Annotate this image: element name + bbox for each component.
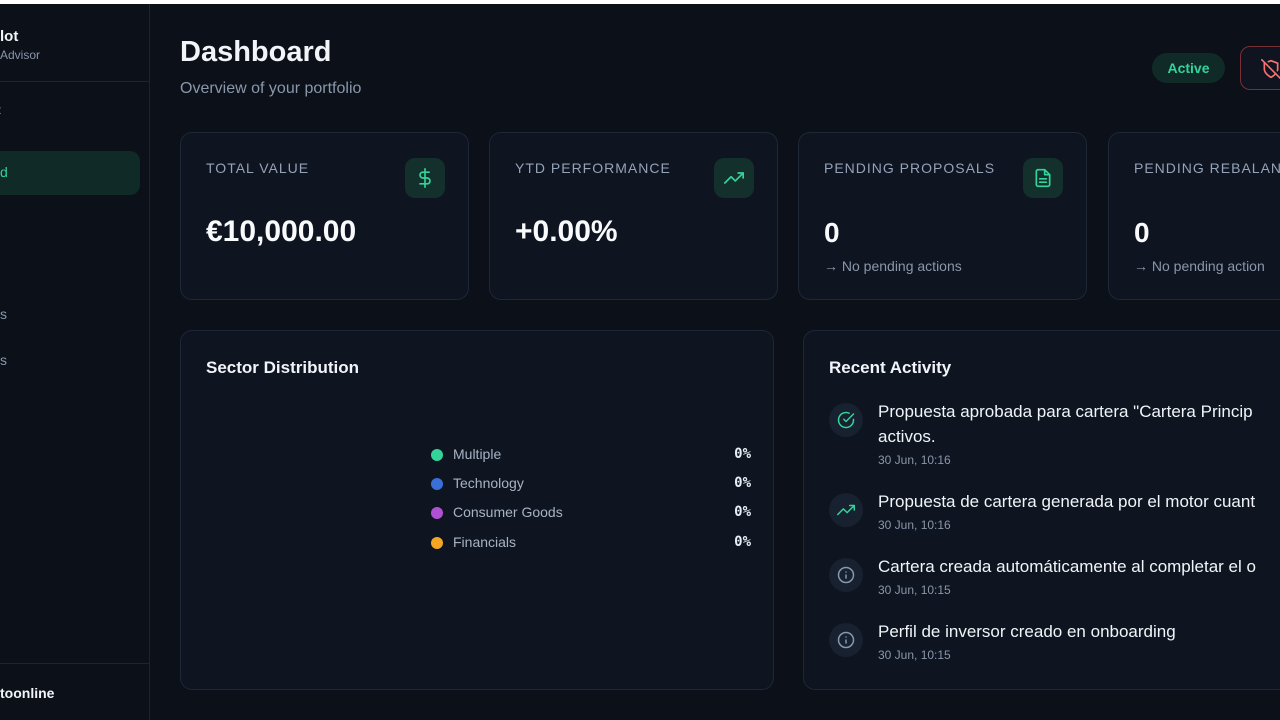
activity-time: 30 Jun, 10:16 — [878, 518, 951, 532]
page-subtitle: Overview of your portfolio — [180, 80, 362, 97]
stat-icon-box — [1023, 158, 1063, 198]
stat-card-pending-rebalance: PENDING REBALAN 0 → No pending action — [1108, 132, 1280, 300]
activity-icon-circle — [829, 403, 863, 437]
legend-percent: 0% — [734, 534, 751, 550]
legend-item: Consumer Goods 0% — [431, 503, 751, 523]
check-circle-icon — [837, 411, 855, 429]
legend-label: Multiple — [453, 446, 502, 462]
legend-dot — [431, 537, 443, 549]
page-title: Dashboard — [180, 36, 332, 68]
activity-text: Cartera creada automáticamente al comple… — [878, 557, 1256, 576]
recent-activity-panel: Recent Activity Propuesta aprobada para … — [803, 330, 1280, 690]
sidebar-divider — [0, 663, 149, 664]
user-name[interactable]: toonline — [0, 685, 55, 701]
activity-time: 30 Jun, 10:15 — [878, 648, 951, 662]
activity-text: Perfil de inversor creado en onboarding — [878, 622, 1176, 641]
stat-value: +0.00% — [515, 215, 618, 248]
legend-percent: 0% — [734, 446, 751, 462]
stat-value: 0 — [1134, 217, 1150, 248]
window-top-edge — [0, 0, 1280, 4]
legend-dot — [431, 507, 443, 519]
activity-icon-circle — [829, 558, 863, 592]
legend-label: Technology — [453, 475, 524, 491]
sidebar-item-5[interactable]: s — [0, 352, 7, 368]
info-icon — [837, 631, 855, 649]
sidebar-divider — [0, 81, 149, 82]
stat-card-pending-proposals: PENDING PROPOSALS 0 → No pending actions — [798, 132, 1087, 300]
legend-label: Consumer Goods — [453, 504, 563, 520]
legend-percent: 0% — [734, 504, 751, 520]
shield-off-icon — [1261, 59, 1280, 79]
stat-label: YTD PERFORMANCE — [515, 160, 671, 176]
sector-distribution-panel: Sector Distribution Multiple 0% Technolo… — [180, 330, 774, 690]
activity-icon-circle — [829, 623, 863, 657]
panel-title: Sector Distribution — [206, 358, 360, 377]
legend-label: Financials — [453, 534, 517, 550]
legend-dot — [431, 449, 443, 461]
activity-icon-circle — [829, 493, 863, 527]
brand-title: lot — [0, 28, 19, 45]
legend-percent: 0% — [734, 475, 751, 491]
trending-up-icon — [837, 504, 855, 516]
sidebar-item-label: d — [0, 164, 8, 180]
sidebar-item-dashboard[interactable]: d — [0, 151, 140, 195]
activity-time: 30 Jun, 10:15 — [878, 583, 951, 597]
legend-item: Technology 0% — [431, 474, 751, 494]
activity-text-line: Propuesta aprobada para cartera "Cartera… — [878, 402, 1253, 421]
stat-label: PENDING REBALAN — [1134, 160, 1280, 176]
dollar-icon — [419, 168, 431, 188]
activity-text: Propuesta aprobada para cartera "Cartera… — [878, 399, 1280, 449]
stat-note: → No pending action — [1134, 258, 1265, 274]
info-icon — [837, 566, 855, 584]
legend-dot — [431, 478, 443, 490]
stat-icon-box — [714, 158, 754, 198]
trending-up-icon — [724, 172, 744, 184]
collapse-sidebar-icon[interactable]: ‹ — [0, 100, 2, 120]
legend-item: Financials 0% — [431, 533, 751, 553]
stat-value: 0 — [824, 217, 840, 248]
status-badge: Active — [1152, 53, 1225, 83]
stat-note: → No pending actions — [824, 258, 962, 274]
stat-icon-box — [405, 158, 445, 198]
activity-text-line: activos. — [878, 427, 936, 446]
stat-card-ytd-performance: YTD PERFORMANCE +0.00% — [489, 132, 778, 300]
sidebar-item-4[interactable]: s — [0, 306, 7, 322]
panel-title: Recent Activity — [829, 358, 952, 377]
activity-time: 30 Jun, 10:16 — [878, 453, 951, 467]
brand-subtitle: Advisor — [0, 48, 41, 62]
stat-label: PENDING PROPOSALS — [824, 160, 996, 176]
stat-label: TOTAL VALUE — [206, 160, 310, 176]
stat-value: €10,000.00 — [206, 215, 357, 248]
legend-item: Multiple 0% — [431, 445, 751, 465]
sidebar: lot Advisor ‹ d s s toonline — [0, 4, 150, 720]
disconnect-button[interactable] — [1240, 46, 1280, 90]
activity-text: Propuesta de cartera generada por el mot… — [878, 492, 1256, 511]
document-icon — [1035, 168, 1051, 188]
stat-card-total-value: TOTAL VALUE €10,000.00 — [180, 132, 469, 300]
